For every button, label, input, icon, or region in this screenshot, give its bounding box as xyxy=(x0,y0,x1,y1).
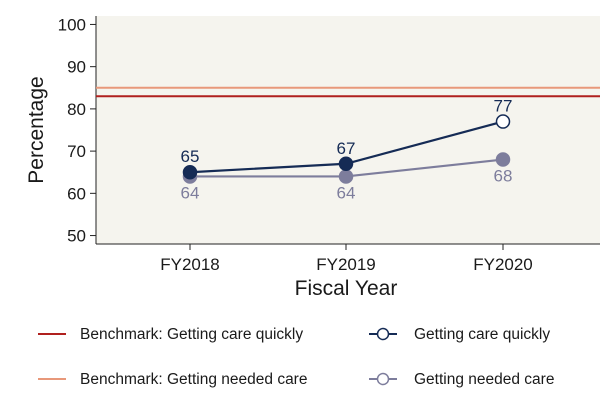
x-tick-label: FY2020 xyxy=(473,255,533,274)
legend-label: Benchmark: Getting needed care xyxy=(80,371,307,388)
data-point xyxy=(495,152,511,167)
x-axis-title: Fiscal Year xyxy=(295,277,398,300)
benchmark-lines xyxy=(96,86,600,98)
x-tick-label: FY2019 xyxy=(316,255,376,274)
x-axis-ticks: FY2018 FY2019 FY2020 xyxy=(160,244,533,274)
y-tick-label: 100 xyxy=(58,15,86,34)
legend-label: Getting needed care xyxy=(414,371,554,388)
y-axis-ticks: 50 60 70 80 90 100 xyxy=(58,15,96,246)
series-points xyxy=(182,114,511,184)
data-point xyxy=(495,114,511,129)
data-label: 65 xyxy=(181,147,200,166)
data-point xyxy=(338,169,354,184)
y-tick-label: 80 xyxy=(67,100,86,119)
y-tick-label: 60 xyxy=(67,184,86,203)
legend-key-marker xyxy=(376,372,390,386)
data-labels: 65 67 77 64 64 68 xyxy=(181,97,513,203)
data-label: 68 xyxy=(494,167,513,186)
legend-label: Getting care quickly xyxy=(414,326,550,343)
data-label: 64 xyxy=(181,183,200,202)
data-label: 64 xyxy=(337,183,356,202)
data-label: 67 xyxy=(337,139,356,158)
y-tick-label: 50 xyxy=(67,227,86,246)
data-point xyxy=(338,156,354,172)
data-point xyxy=(182,164,198,180)
y-tick-label: 70 xyxy=(67,142,86,161)
y-tick-label: 90 xyxy=(67,58,86,77)
y-axis-title: Percentage xyxy=(25,76,48,183)
legend-label: Benchmark: Getting care quickly xyxy=(80,326,303,343)
legend: Benchmark: Getting care quickly Getting c… xyxy=(38,326,554,388)
x-tick-label: FY2018 xyxy=(160,255,220,274)
data-label: 77 xyxy=(494,97,513,116)
plot-area xyxy=(96,16,600,244)
legend-key-marker xyxy=(376,327,390,341)
